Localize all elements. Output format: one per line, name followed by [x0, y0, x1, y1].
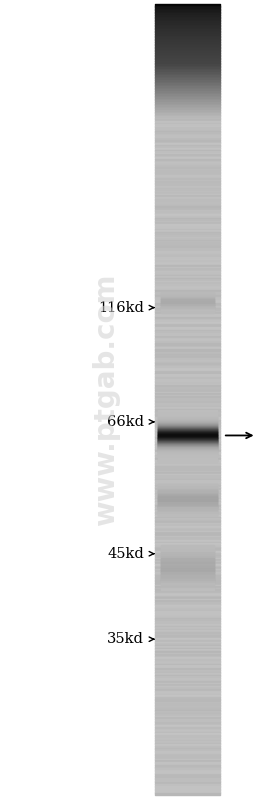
Text: 116kd: 116kd — [98, 300, 144, 315]
Text: 45kd: 45kd — [107, 547, 144, 561]
Text: www.ptgab.com: www.ptgab.com — [92, 273, 120, 526]
Text: 35kd: 35kd — [107, 632, 144, 646]
Text: 66kd: 66kd — [107, 415, 144, 429]
